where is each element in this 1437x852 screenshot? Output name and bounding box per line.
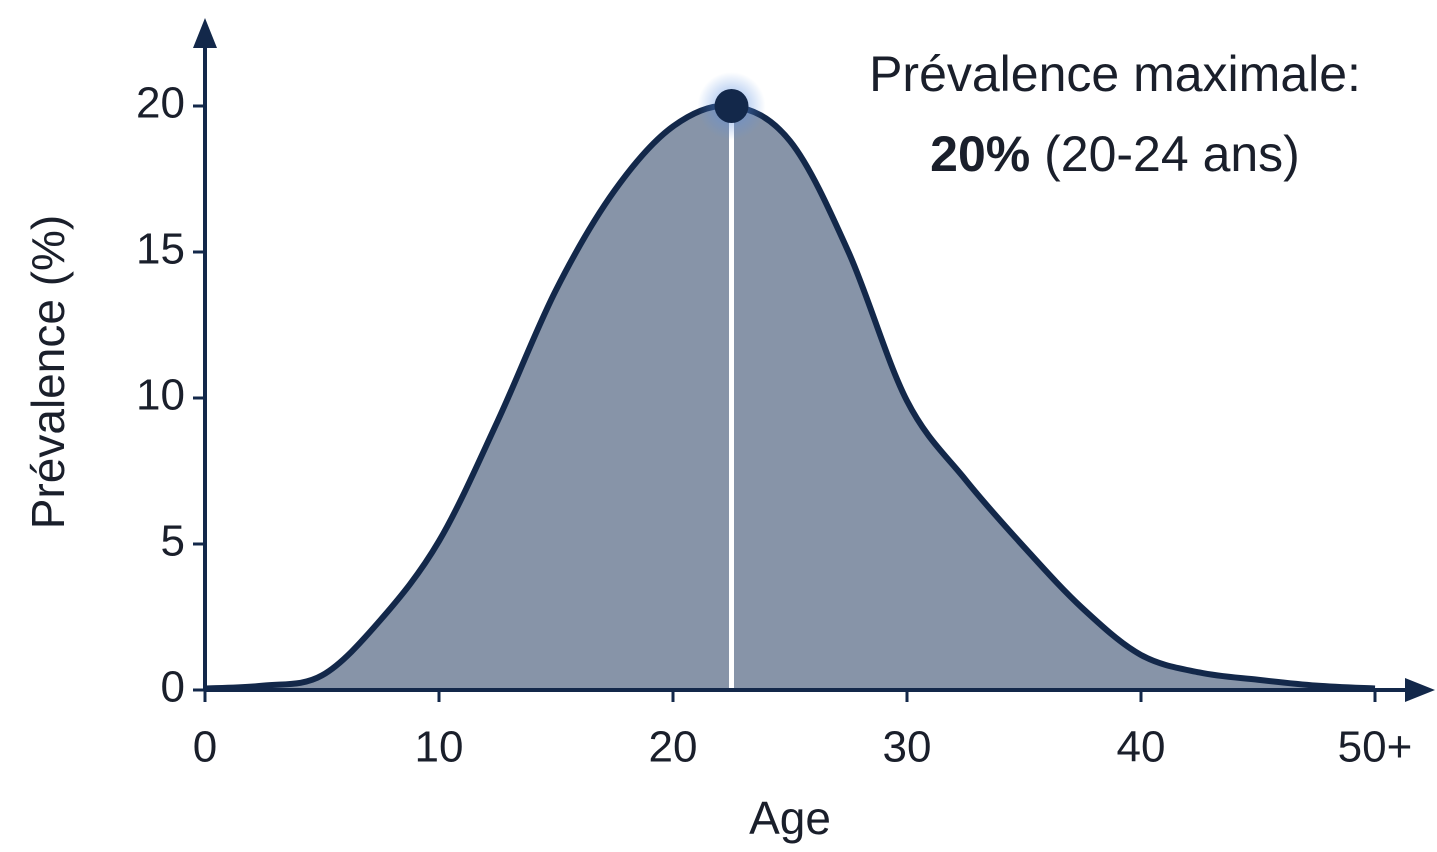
peak-marker <box>714 89 749 123</box>
annotation: Prévalence maximale: <box>869 46 1361 102</box>
x-axis-label: Age <box>749 792 831 844</box>
annotation-range: (20-24 ans) <box>1044 126 1300 182</box>
line <box>204 102 1376 692</box>
y-tick-label: 5 <box>161 517 185 566</box>
x-tick-label: 0 <box>193 723 217 772</box>
y-axis-label: Prévalence (%) <box>22 215 74 529</box>
y-tick-label: 20 <box>136 79 185 128</box>
x-tick-label: 40 <box>1117 723 1166 772</box>
x-tick-label: 30 <box>883 723 932 772</box>
plot <box>204 72 1376 692</box>
x-tick-label: 20 <box>649 723 698 772</box>
x-axis-arrow <box>1405 678 1435 702</box>
x-tick-label: 50+ <box>1338 723 1413 772</box>
y-tick-label: 10 <box>136 371 185 420</box>
x-tick-label: 10 <box>415 723 464 772</box>
annotation: 20% (20-24 ans) <box>930 126 1300 182</box>
y-axis-arrow <box>193 18 217 48</box>
area <box>205 105 1375 691</box>
annotation-value: 20% <box>930 126 1030 182</box>
y-tick-label: 15 <box>136 225 185 274</box>
y-tick-label: 0 <box>161 663 185 712</box>
